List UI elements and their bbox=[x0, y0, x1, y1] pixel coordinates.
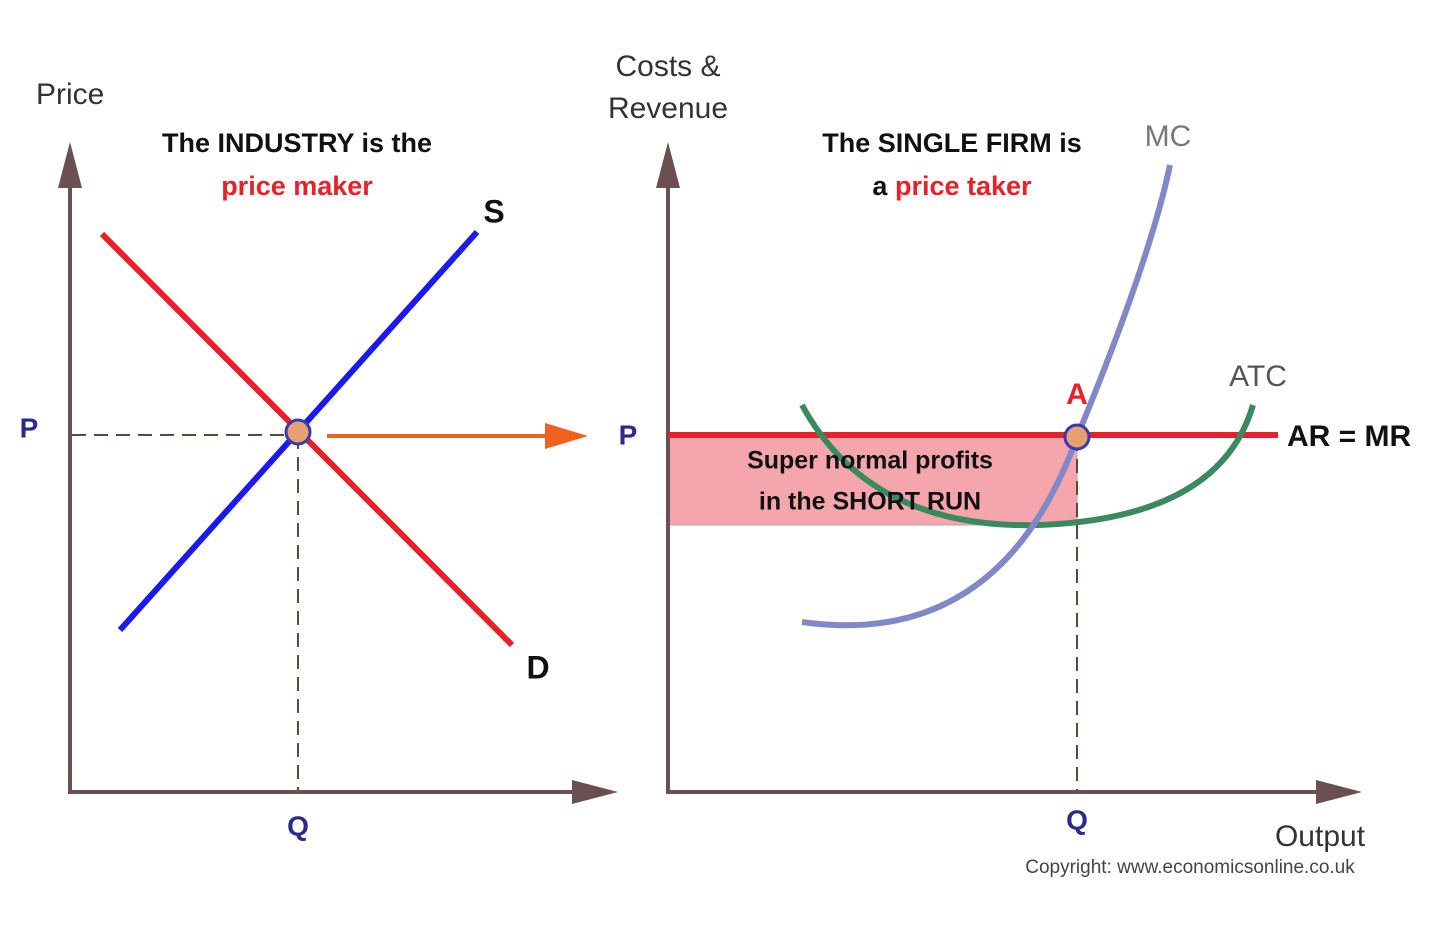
title: price maker bbox=[221, 171, 373, 201]
arrowhead bbox=[58, 142, 82, 188]
title: The SINGLE FIRM is bbox=[822, 128, 1082, 158]
arrowhead bbox=[1316, 780, 1362, 804]
quantity-label: Q bbox=[1066, 804, 1088, 835]
point-label: A bbox=[1066, 378, 1088, 411]
y-axis-label: Revenue bbox=[608, 92, 728, 125]
title: price taker bbox=[895, 171, 1032, 201]
left-panel: Price The INDUSTRY is the price maker S … bbox=[20, 78, 618, 841]
mc-label: MC bbox=[1145, 120, 1192, 153]
point-a bbox=[1063, 423, 1091, 451]
atc-curve bbox=[799, 403, 1256, 529]
profit-label: Super normal profits bbox=[747, 447, 993, 475]
profit-label: in the SHORT RUN bbox=[759, 488, 981, 516]
title: a bbox=[872, 171, 888, 201]
demand-label: D bbox=[526, 649, 549, 685]
atc-label: ATC bbox=[1229, 360, 1287, 393]
price-label: P bbox=[20, 412, 39, 443]
supply-label: S bbox=[483, 193, 504, 229]
arrowhead bbox=[572, 780, 618, 804]
quantity-label: Q bbox=[287, 810, 309, 841]
equilibrium-point bbox=[284, 418, 312, 446]
title: The INDUSTRY is the bbox=[162, 128, 432, 158]
copyright: Copyright: www.economicsonline.co.uk bbox=[1025, 857, 1355, 878]
y-axis-label: Price bbox=[36, 78, 104, 111]
mc-curve bbox=[801, 164, 1173, 629]
y-axis-label: Costs & bbox=[615, 50, 720, 83]
price-label: P bbox=[619, 419, 638, 450]
right-panel: Costs & Revenue The SINGLE FIRM is a pri… bbox=[608, 50, 1412, 853]
x-axis-label: Output bbox=[1275, 820, 1366, 853]
ar-mr-label: AR = MR bbox=[1287, 420, 1412, 453]
title: a price taker bbox=[872, 171, 1032, 201]
arrowhead bbox=[545, 423, 588, 449]
arrowhead bbox=[656, 142, 680, 188]
